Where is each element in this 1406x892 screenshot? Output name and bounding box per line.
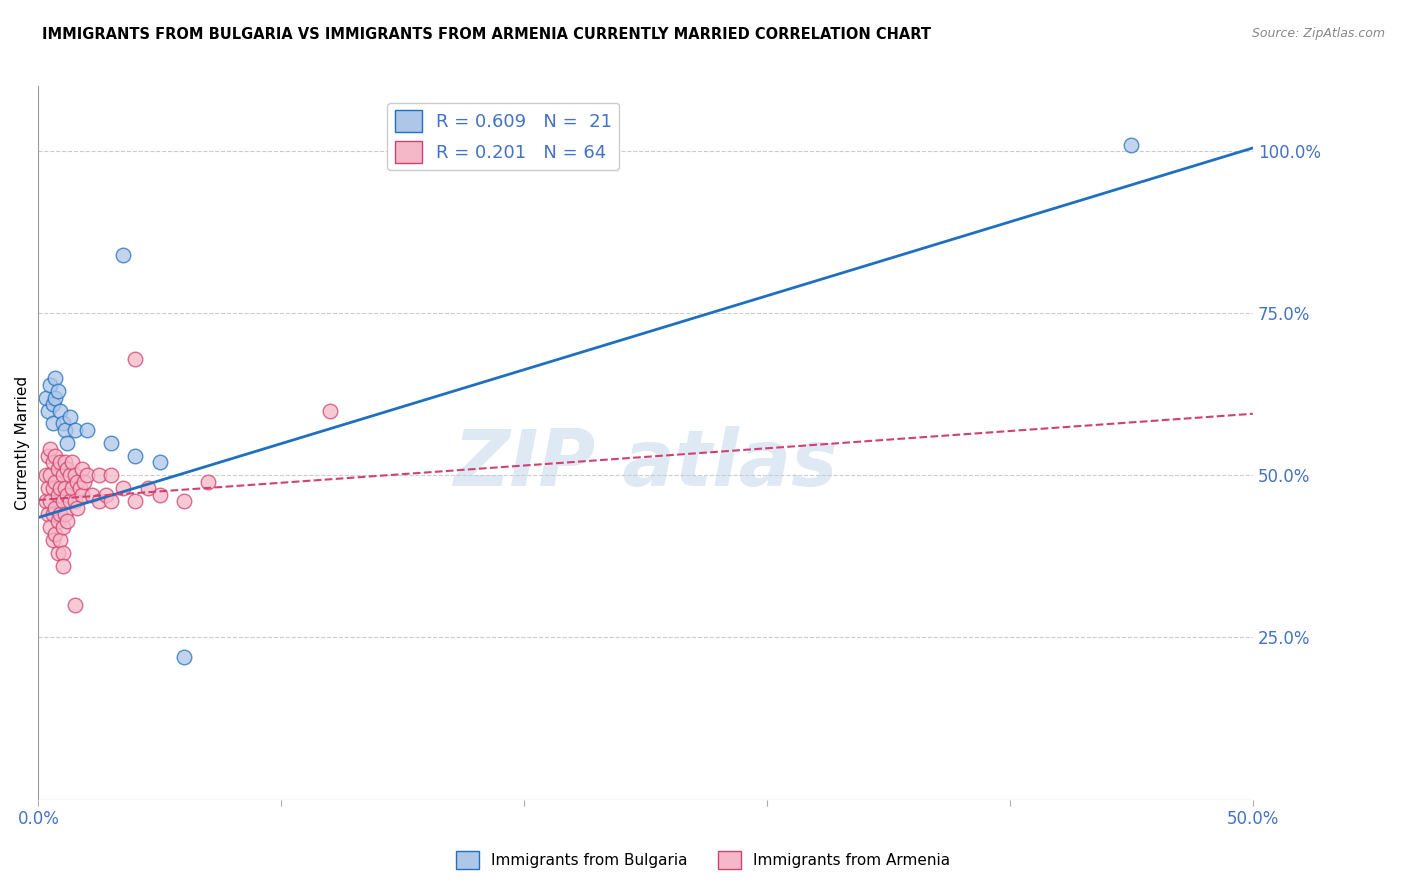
Point <box>66 500 89 515</box>
Point <box>112 248 135 262</box>
Point <box>53 508 76 522</box>
Point <box>76 423 98 437</box>
Point <box>59 494 82 508</box>
Point <box>49 533 72 548</box>
Point <box>52 468 75 483</box>
Point <box>63 468 86 483</box>
Point <box>49 455 72 469</box>
Point <box>49 481 72 495</box>
Point <box>46 546 69 560</box>
Point <box>59 468 82 483</box>
Point <box>96 488 118 502</box>
Point <box>46 514 69 528</box>
Point <box>124 449 146 463</box>
Point <box>39 468 62 483</box>
Point <box>63 494 86 508</box>
Point <box>52 546 75 560</box>
Point <box>44 475 66 489</box>
Point <box>52 494 75 508</box>
Legend: R = 0.609   N =  21, R = 0.201   N = 64: R = 0.609 N = 21, R = 0.201 N = 64 <box>388 103 620 170</box>
Text: IMMIGRANTS FROM BULGARIA VS IMMIGRANTS FROM ARMENIA CURRENTLY MARRIED CORRELATIO: IMMIGRANTS FROM BULGARIA VS IMMIGRANTS F… <box>42 27 931 42</box>
Point <box>42 533 65 548</box>
Point <box>70 462 93 476</box>
Point <box>53 423 76 437</box>
Point <box>42 455 65 469</box>
Point <box>87 468 110 483</box>
Text: Source: ZipAtlas.com: Source: ZipAtlas.com <box>1251 27 1385 40</box>
Y-axis label: Currently Married: Currently Married <box>15 376 30 510</box>
Point <box>124 494 146 508</box>
Point <box>37 508 59 522</box>
Point <box>53 481 76 495</box>
Point <box>56 488 79 502</box>
Point <box>53 455 76 469</box>
Point <box>63 423 86 437</box>
Point <box>39 442 62 457</box>
Point <box>319 403 342 417</box>
Point <box>42 481 65 495</box>
Point <box>49 403 72 417</box>
Point <box>46 384 69 398</box>
Point <box>42 397 65 411</box>
Point <box>56 462 79 476</box>
Point <box>44 391 66 405</box>
Point <box>34 468 56 483</box>
Point <box>52 417 75 431</box>
Point <box>34 391 56 405</box>
Point <box>39 377 62 392</box>
Point <box>39 494 62 508</box>
Point <box>87 494 110 508</box>
Point <box>69 481 91 495</box>
Point <box>149 455 172 469</box>
Point <box>46 462 69 476</box>
Point <box>44 449 66 463</box>
Point <box>76 468 98 483</box>
Text: ZIP atlas: ZIP atlas <box>453 426 838 502</box>
Point <box>34 494 56 508</box>
Point <box>66 475 89 489</box>
Point <box>112 481 135 495</box>
Point <box>59 409 82 424</box>
Point <box>44 500 66 515</box>
Point <box>52 520 75 534</box>
Point <box>60 481 83 495</box>
Point <box>46 488 69 502</box>
Point <box>49 508 72 522</box>
Point <box>39 520 62 534</box>
Point <box>37 481 59 495</box>
Point <box>100 494 122 508</box>
Point <box>149 488 172 502</box>
Point <box>44 371 66 385</box>
Point <box>42 417 65 431</box>
Point <box>100 436 122 450</box>
Point <box>56 436 79 450</box>
Point <box>173 649 195 664</box>
Point <box>70 488 93 502</box>
Point <box>37 403 59 417</box>
Point <box>173 494 195 508</box>
Point <box>44 526 66 541</box>
Point <box>124 351 146 366</box>
Point <box>73 475 96 489</box>
Point <box>56 514 79 528</box>
Legend: Immigrants from Bulgaria, Immigrants from Armenia: Immigrants from Bulgaria, Immigrants fro… <box>450 845 956 875</box>
Point <box>100 468 122 483</box>
Point <box>37 449 59 463</box>
Point <box>197 475 219 489</box>
Point <box>52 559 75 574</box>
Point <box>63 598 86 612</box>
Point <box>80 488 103 502</box>
Point <box>60 455 83 469</box>
Point <box>136 481 159 495</box>
Point <box>1121 137 1143 152</box>
Point <box>42 508 65 522</box>
